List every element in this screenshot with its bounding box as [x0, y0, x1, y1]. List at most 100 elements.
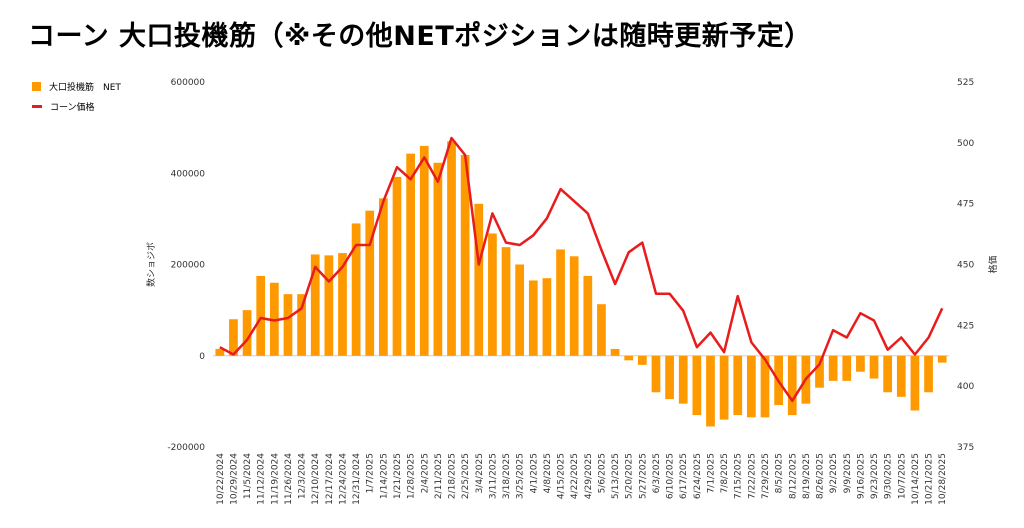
bar-46	[828, 355, 838, 381]
x-tick-41: 7/29/2025	[761, 453, 771, 499]
bar-22	[501, 247, 511, 356]
bar-10	[338, 253, 347, 356]
bar-41	[760, 355, 770, 418]
x-tick-25: 4/8/2025	[543, 453, 553, 493]
bar-34	[665, 355, 674, 400]
x-tick-37: 7/1/2025	[706, 453, 716, 493]
bar-33	[651, 355, 661, 393]
legend-label-net: 大口投機筋 NET	[49, 82, 121, 93]
bar-8	[310, 254, 320, 356]
bar-11	[351, 223, 361, 356]
x-tick-33: 6/3/2025	[652, 453, 662, 493]
legend: 大口投機筋 NET コーン価格	[32, 76, 121, 116]
x-tick-48: 9/16/2025	[856, 453, 866, 499]
right-axis-title: 格価	[987, 255, 999, 273]
left-axis-tick-4: 400000	[171, 169, 206, 179]
x-tick-8: 12/10/2024	[311, 453, 321, 505]
x-tick-42: 8/5/2025	[775, 453, 785, 493]
bar-43	[787, 355, 797, 416]
x-tick-24: 4/1/2025	[529, 453, 539, 493]
right-axis-tick-7: 525	[957, 78, 974, 88]
bar-40	[747, 355, 756, 418]
x-tick-2: 10/29/2024	[229, 453, 239, 505]
x-tick-12: 1/7/2025	[366, 453, 376, 493]
bar-31	[624, 355, 634, 361]
price-line	[219, 136, 944, 403]
bar-52	[910, 355, 920, 411]
bar-54	[937, 355, 947, 363]
x-tick-18: 2/18/2025	[448, 453, 458, 499]
bar-47	[842, 355, 852, 381]
bar-38	[719, 355, 729, 420]
bar-18	[447, 141, 456, 356]
bar-3	[242, 310, 252, 356]
bar-16	[419, 145, 429, 356]
x-tick-26: 4/15/2025	[557, 453, 567, 499]
bar-1	[215, 348, 225, 356]
left-axis-tick-2: 0	[199, 352, 205, 362]
x-tick-14: 1/21/2025	[393, 453, 403, 499]
bar-4	[256, 275, 266, 356]
x-tick-17: 2/11/2025	[434, 453, 444, 499]
bar-17	[433, 162, 443, 356]
legend-item-net[interactable]: 大口投機筋 NET	[32, 76, 121, 96]
bar-25	[542, 278, 552, 356]
x-tick-11: 12/31/2024	[352, 453, 362, 505]
bar-29	[597, 304, 606, 356]
x-tick-38: 7/8/2025	[720, 453, 730, 493]
bar-9	[324, 255, 334, 356]
bar-7	[297, 294, 306, 356]
bar-13	[379, 198, 388, 356]
legend-label-price: コーン価格	[50, 102, 95, 113]
bar-30	[610, 348, 620, 356]
bar-48	[856, 355, 865, 372]
x-tick-19: 2/25/2025	[461, 453, 471, 499]
bar-15	[406, 153, 415, 356]
x-tick-39: 7/15/2025	[734, 453, 744, 499]
x-tick-43: 8/12/2025	[788, 453, 798, 499]
x-tick-4: 11/12/2024	[257, 453, 267, 505]
bar-12	[365, 210, 375, 356]
bar-53	[924, 355, 933, 393]
bar-36	[692, 355, 702, 416]
bar-26	[556, 249, 565, 356]
x-tick-51: 10/7/2025	[897, 453, 907, 499]
bar-45	[815, 355, 824, 388]
bar-35	[678, 355, 688, 404]
bar-2	[229, 319, 238, 356]
x-tick-23: 3/25/2025	[516, 453, 526, 499]
page-title: コーン 大口投機筋（※その他NETポジションは随時更新予定）	[28, 21, 812, 52]
x-tick-22: 3/18/2025	[502, 453, 512, 499]
bar-37	[706, 355, 715, 427]
x-tick-45: 8/26/2025	[816, 453, 826, 499]
x-tick-29: 5/6/2025	[597, 453, 607, 493]
x-tick-9: 12/17/2024	[325, 453, 335, 505]
x-tick-34: 6/10/2025	[666, 453, 676, 499]
bar-6	[283, 294, 293, 356]
right-axis-tick-5: 475	[957, 200, 974, 210]
bar-14	[392, 176, 402, 356]
left-axis-title: 数ショジボ	[145, 242, 157, 287]
x-tick-3: 11/5/2024	[243, 453, 253, 499]
legend-swatch-price	[32, 104, 42, 108]
x-tick-52: 10/14/2025	[911, 453, 921, 505]
bar-24	[528, 280, 538, 356]
x-tick-16: 2/4/2025	[420, 453, 430, 493]
right-axis-tick-2: 400	[957, 382, 974, 392]
x-tick-35: 6/17/2025	[679, 453, 689, 499]
left-axis-tick-1: -200000	[167, 443, 205, 453]
x-tick-50: 9/30/2025	[884, 453, 894, 499]
x-tick-15: 1/28/2025	[407, 453, 417, 499]
x-tick-49: 9/23/2025	[870, 453, 880, 499]
bar-28	[583, 275, 593, 356]
x-tick-7: 12/3/2024	[298, 453, 308, 499]
legend-swatch-net	[32, 81, 41, 91]
right-axis-tick-1: 375	[957, 443, 974, 453]
x-tick-46: 9/2/2025	[829, 453, 839, 493]
bar-20	[474, 203, 484, 356]
bar-27	[569, 256, 579, 356]
legend-item-price[interactable]: コーン価格	[32, 96, 121, 116]
x-tick-10: 12/24/2024	[338, 453, 348, 505]
bar-19	[460, 155, 470, 356]
